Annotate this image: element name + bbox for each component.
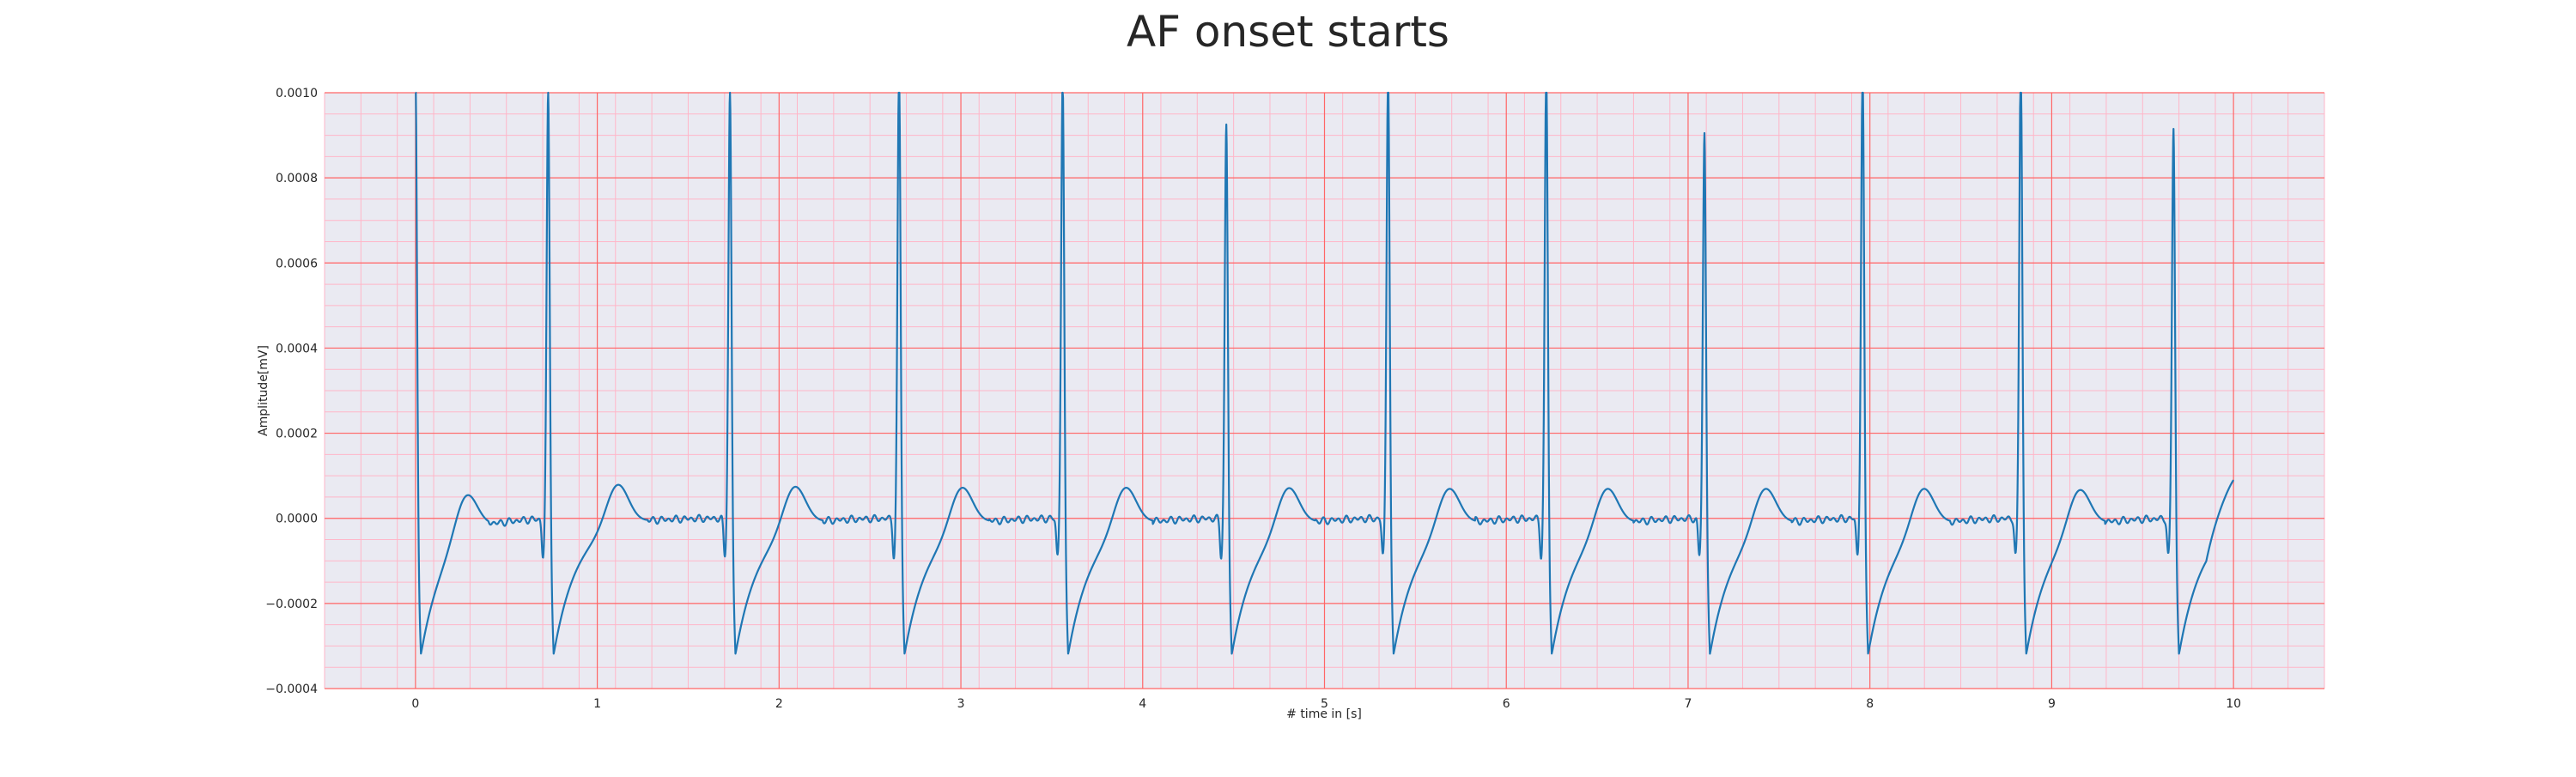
x-tick-label: 6 [1503,697,1510,711]
x-tick-label: 2 [775,697,783,711]
y-tick-label: −0.0004 [265,683,318,696]
x-tick-label: 9 [2048,697,2056,711]
x-tick-label: 1 [593,697,601,711]
x-axis-label: # time in [s] [1286,707,1362,721]
x-tick-label: 4 [1139,697,1146,711]
y-tick-label: 0.0000 [276,513,318,526]
y-tick-label: 0.0002 [276,428,318,441]
y-axis-ticks: −0.0004 −0.0002 0.0000 0.0002 0.0004 0.0006 0.… [265,87,318,696]
y-tick-label: 0.0010 [276,87,318,100]
x-tick-label: 8 [1866,697,1874,711]
y-tick-label: −0.0002 [265,598,318,611]
y-tick-label: 0.0006 [276,257,318,270]
x-tick-label: 3 [957,697,965,711]
y-tick-label: 0.0004 [276,342,318,355]
y-axis-label: Amplitude[mV] [257,345,270,436]
x-tick-label: 7 [1684,697,1692,711]
x-tick-label: 0 [411,697,419,711]
y-tick-label: 0.0008 [276,172,318,185]
x-tick-label: 10 [2226,697,2241,711]
chart-title: AF onset starts [1127,7,1449,57]
